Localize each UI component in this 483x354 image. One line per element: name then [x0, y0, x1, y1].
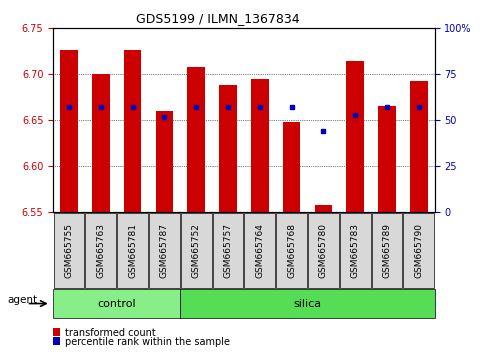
Text: GSM665763: GSM665763: [96, 223, 105, 278]
Text: GSM665781: GSM665781: [128, 223, 137, 278]
Text: GSM665790: GSM665790: [414, 223, 423, 278]
Bar: [314, 205, 332, 212]
Text: control: control: [98, 298, 136, 309]
Text: GSM665787: GSM665787: [160, 223, 169, 278]
Text: GDS5199 / ILMN_1367834: GDS5199 / ILMN_1367834: [136, 12, 299, 25]
Bar: [219, 85, 237, 212]
Bar: [410, 81, 427, 212]
Text: GSM665789: GSM665789: [383, 223, 392, 278]
Bar: [346, 62, 364, 212]
Text: GSM665783: GSM665783: [351, 223, 360, 278]
Text: GSM665780: GSM665780: [319, 223, 328, 278]
Bar: [60, 50, 78, 212]
Bar: [251, 79, 269, 212]
Text: GSM665764: GSM665764: [256, 223, 264, 278]
Text: silica: silica: [294, 298, 322, 309]
Bar: [92, 74, 110, 212]
Bar: [124, 50, 142, 212]
Bar: [378, 105, 396, 212]
Text: GSM665755: GSM665755: [65, 223, 73, 278]
Text: agent: agent: [7, 295, 37, 305]
Text: percentile rank within the sample: percentile rank within the sample: [65, 337, 230, 347]
Bar: [187, 67, 205, 212]
Text: GSM665768: GSM665768: [287, 223, 296, 278]
Bar: [283, 122, 300, 212]
Text: GSM665752: GSM665752: [192, 223, 201, 278]
Bar: [156, 111, 173, 212]
Text: transformed count: transformed count: [65, 329, 156, 338]
Text: GSM665757: GSM665757: [224, 223, 232, 278]
